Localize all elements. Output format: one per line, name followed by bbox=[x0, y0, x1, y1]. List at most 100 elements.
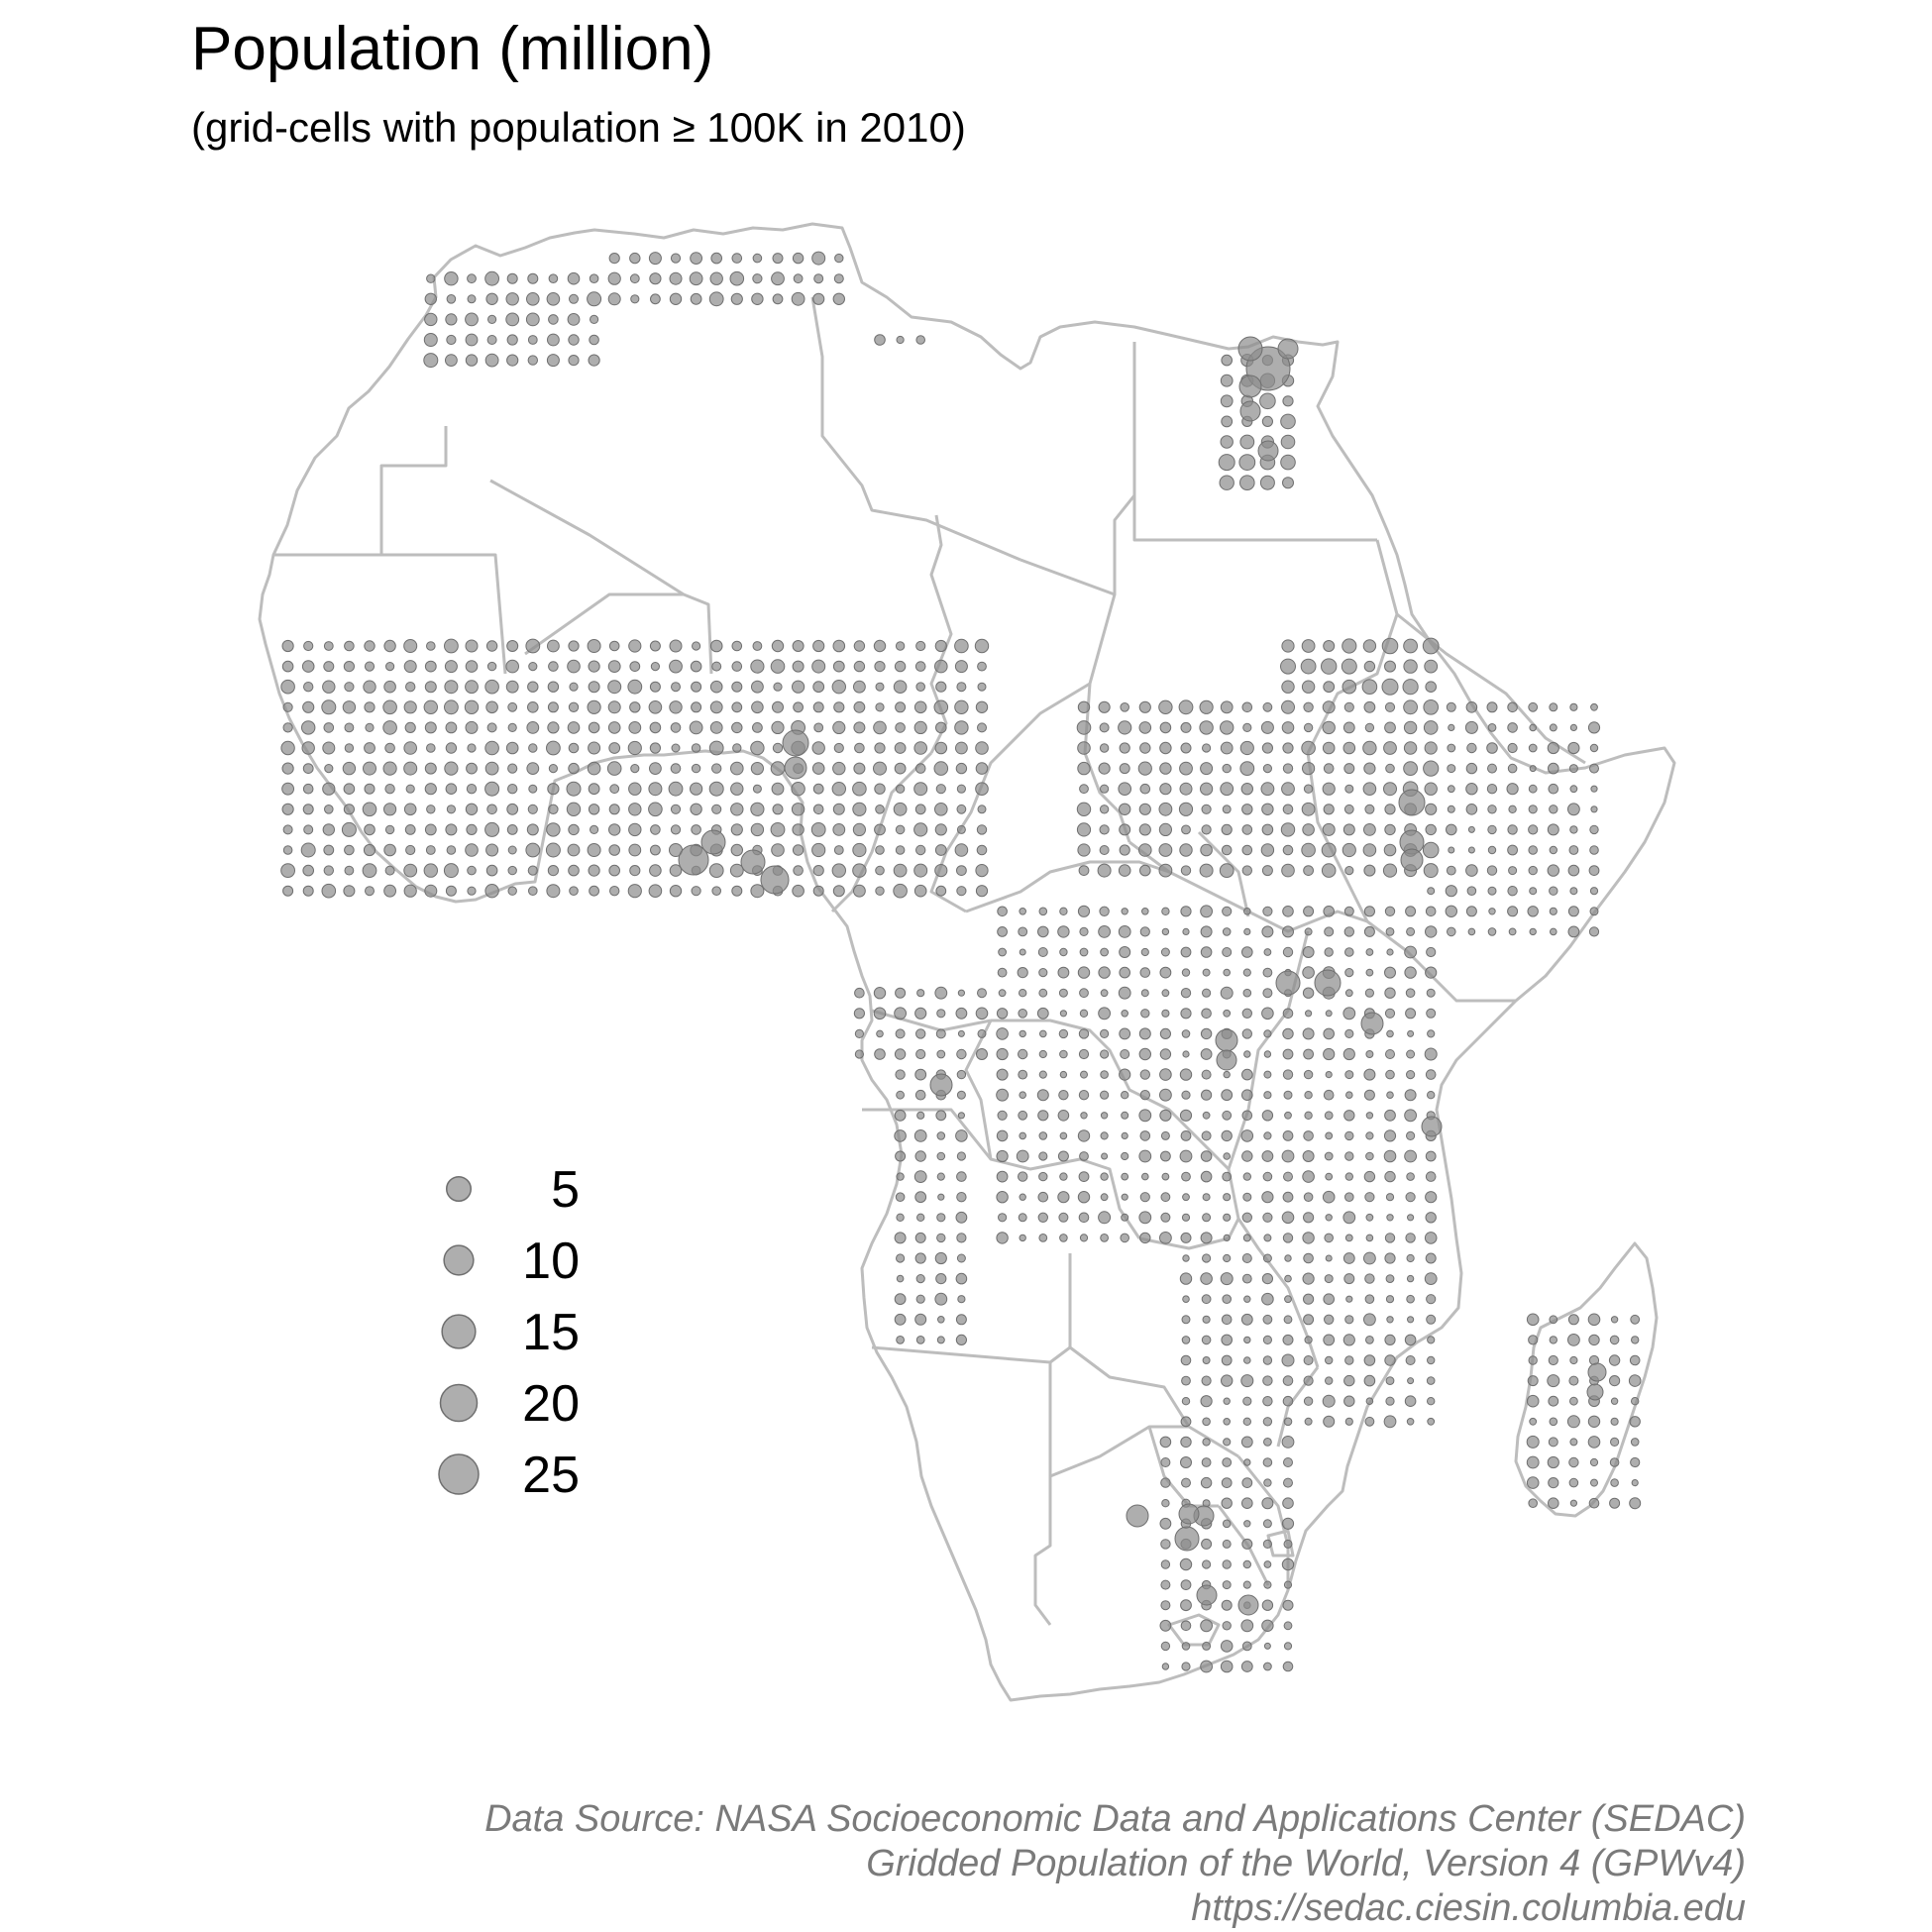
grid-cell-point bbox=[812, 865, 824, 877]
grid-cell-point bbox=[1241, 1089, 1253, 1101]
grid-cell-point bbox=[875, 702, 885, 712]
grid-cell-point bbox=[1019, 948, 1026, 956]
grid-cell-point bbox=[1098, 925, 1111, 938]
grid-cell-point bbox=[1121, 1151, 1129, 1161]
grid-cell-point bbox=[894, 1232, 907, 1244]
grid-cell-point bbox=[1181, 824, 1191, 835]
grid-cell-point bbox=[1445, 905, 1458, 917]
grid-cell-point bbox=[506, 354, 519, 367]
grid-cell-point bbox=[751, 680, 764, 694]
grid-cell-point bbox=[1038, 1070, 1047, 1079]
grid-cell-point bbox=[1323, 1334, 1336, 1346]
grid-cell-point bbox=[1159, 721, 1172, 734]
grid-cell-point bbox=[1549, 845, 1558, 855]
grid-cell-point bbox=[1098, 966, 1111, 979]
grid-cell-point bbox=[323, 641, 334, 651]
grid-cell-point bbox=[1179, 843, 1193, 857]
grid-cell-point bbox=[1384, 701, 1396, 712]
grid-cell-point bbox=[852, 863, 867, 878]
grid-cell-point bbox=[1241, 1150, 1253, 1162]
grid-cell-point bbox=[935, 784, 946, 795]
grid-cell-point bbox=[1200, 1476, 1213, 1489]
grid-cell-point bbox=[1363, 1313, 1376, 1327]
grid-cell-point bbox=[1139, 742, 1151, 754]
grid-cell-point bbox=[526, 292, 540, 306]
grid-cell-point bbox=[1079, 947, 1089, 957]
grid-cell-point bbox=[1364, 722, 1375, 733]
grid-cell-point bbox=[1302, 1027, 1315, 1040]
grid-cell-point bbox=[1241, 701, 1253, 713]
grid-cell-point bbox=[466, 823, 478, 836]
grid-cell-point bbox=[1424, 741, 1438, 755]
grid-cell-point bbox=[1141, 1172, 1149, 1181]
grid-cell-point bbox=[364, 640, 376, 652]
grid-cell-point bbox=[465, 333, 479, 347]
grid-cell-point bbox=[1161, 1663, 1170, 1670]
grid-cell-point bbox=[1465, 762, 1478, 775]
grid-cell-point bbox=[1202, 1559, 1212, 1569]
grid-cell-point bbox=[1201, 1538, 1213, 1550]
grid-cell-point bbox=[302, 804, 314, 815]
grid-cell-point bbox=[1120, 1233, 1129, 1243]
grid-cell-point bbox=[426, 273, 436, 283]
grid-cell-point bbox=[1423, 699, 1439, 715]
grid-cell-point bbox=[1180, 906, 1192, 917]
grid-cell-point bbox=[566, 781, 582, 797]
grid-cell-point bbox=[1261, 1292, 1274, 1306]
grid-cell-point bbox=[1588, 1497, 1600, 1509]
grid-cell-point bbox=[1303, 784, 1314, 794]
grid-cell-point bbox=[1464, 720, 1478, 734]
grid-cell-point bbox=[650, 844, 661, 856]
grid-cell-point bbox=[955, 1007, 968, 1020]
grid-cell-point bbox=[914, 1252, 926, 1264]
grid-cell-point bbox=[1507, 906, 1519, 917]
grid-cell-point bbox=[1080, 1070, 1088, 1079]
grid-cell-point bbox=[1202, 1356, 1211, 1364]
grid-cell-point bbox=[955, 762, 968, 775]
grid-cell-point bbox=[608, 253, 620, 265]
grid-cell-point bbox=[528, 886, 538, 897]
grid-cell-point bbox=[1384, 1233, 1396, 1243]
grid-cell-point bbox=[854, 987, 865, 999]
grid-cell-point bbox=[1567, 1334, 1580, 1346]
grid-cell-point bbox=[1222, 1294, 1232, 1304]
grid-cell-point bbox=[996, 1129, 1009, 1142]
legend-label: 15 bbox=[522, 1304, 580, 1361]
grid-cell-point bbox=[853, 680, 866, 694]
grid-cell-point bbox=[1237, 336, 1263, 362]
grid-cell-point bbox=[894, 660, 907, 673]
grid-cell-point bbox=[568, 355, 580, 367]
grid-cell-point bbox=[1426, 1376, 1436, 1385]
grid-cell-point bbox=[1529, 765, 1537, 773]
grid-cell-point bbox=[1243, 1295, 1251, 1303]
grid-cell-point bbox=[1303, 1355, 1314, 1365]
grid-cell-point bbox=[976, 1048, 988, 1060]
grid-cell-point bbox=[546, 354, 560, 368]
grid-cell-point bbox=[403, 741, 418, 755]
grid-cell-point bbox=[1403, 761, 1418, 776]
grid-cell-point bbox=[650, 662, 661, 672]
grid-cell-point bbox=[784, 756, 807, 780]
grid-cell-point bbox=[1343, 906, 1354, 916]
grid-cell-point bbox=[364, 661, 376, 672]
grid-cell-point bbox=[792, 252, 805, 265]
grid-cell-point bbox=[1018, 1048, 1028, 1060]
grid-cell-point bbox=[1383, 843, 1397, 857]
grid-cell-point bbox=[691, 824, 701, 835]
grid-cell-point bbox=[1548, 1395, 1559, 1407]
grid-cell-point bbox=[1568, 1456, 1579, 1468]
grid-cell-point bbox=[1099, 743, 1110, 753]
grid-cell-point bbox=[1425, 1212, 1437, 1224]
grid-cell-point bbox=[1548, 1437, 1558, 1448]
grid-cell-point bbox=[832, 292, 845, 305]
grid-cell-point bbox=[1201, 1294, 1212, 1305]
grid-cell-point bbox=[956, 886, 967, 897]
data-source-caption: Data Source: NASA Socioeconomic Data and… bbox=[484, 1797, 1746, 1931]
grid-cell-point bbox=[1384, 966, 1396, 979]
grid-cell-point bbox=[1589, 743, 1599, 753]
grid-cell-point bbox=[1158, 822, 1173, 837]
grid-cell-point bbox=[588, 741, 601, 755]
grid-cell-point bbox=[1139, 1192, 1150, 1203]
grid-cell-point bbox=[1179, 1557, 1193, 1571]
grid-cell-point bbox=[1239, 740, 1254, 756]
